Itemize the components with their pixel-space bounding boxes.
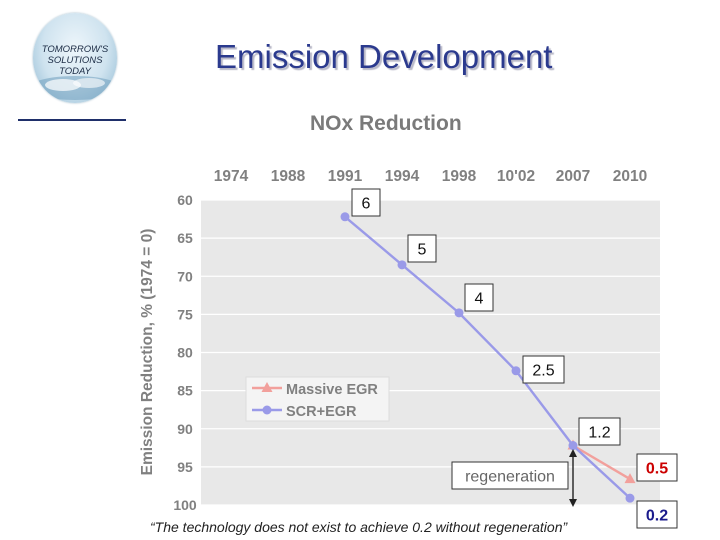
legend-marker-scr-egr <box>262 405 272 415</box>
annotation-label: 6 <box>362 196 371 213</box>
annotation-label: 4 <box>475 291 484 308</box>
y-tick-label: 70 <box>177 268 193 284</box>
annotation-label: 1.2 <box>588 425 610 442</box>
x-tick-label: 1994 <box>385 168 420 185</box>
x-tick-label: 10'02 <box>497 168 535 185</box>
data-point <box>340 212 350 222</box>
logo-line-3: TODAY <box>59 66 91 77</box>
annotation-box <box>351 188 381 217</box>
legend-label-scr-egr: SCR+EGR <box>286 404 357 420</box>
data-point <box>624 473 636 484</box>
legend-box <box>245 376 390 422</box>
chart-title: NOx Reduction <box>310 112 462 135</box>
annotation-box <box>451 461 569 490</box>
company-logo: TOMORROW'S SOLUTIONS TODAY <box>33 13 117 103</box>
legend-label-massive-egr: Massive EGR <box>286 382 378 398</box>
legend-marker-massive-egr <box>261 382 273 392</box>
annotation-label: 0.2 <box>646 508 668 525</box>
annotation-box <box>578 417 621 446</box>
series-line-scr-egr <box>344 215 631 500</box>
y-axis-label: Emission Reduction, % (1974 = 0) <box>139 229 156 476</box>
annotation-label: regeneration <box>465 469 555 486</box>
x-tick-label: 1988 <box>271 168 306 185</box>
y-tick-label: 100 <box>173 497 197 513</box>
y-tick-label: 80 <box>177 345 193 361</box>
annotation-box <box>522 355 565 384</box>
y-tick-label: 95 <box>177 459 193 475</box>
data-point <box>397 260 407 270</box>
title-divider <box>18 119 126 121</box>
data-point <box>625 493 635 503</box>
data-point <box>454 308 464 318</box>
annotation-box <box>636 453 678 482</box>
series-line-massive-egr <box>572 444 631 481</box>
regeneration-arrow-head-down <box>569 499 577 507</box>
annotation-label: 2.5 <box>532 363 554 380</box>
x-tick-label: 1974 <box>214 168 249 185</box>
y-tick-label: 90 <box>177 421 193 437</box>
slide-title: Emission Development <box>215 38 553 75</box>
y-tick-label: 85 <box>177 383 193 399</box>
y-tick-label: 65 <box>177 230 193 246</box>
x-tick-label: 1991 <box>328 168 363 185</box>
annotation-box <box>407 234 437 263</box>
y-tick-label: 75 <box>177 306 193 322</box>
annotation-label: 5 <box>418 242 427 259</box>
x-tick-label: 1998 <box>442 168 477 185</box>
footnote: “The technology does not exist to achiev… <box>150 519 568 535</box>
data-point <box>568 441 578 451</box>
annotation-box <box>464 283 494 312</box>
annotation-label: 0.5 <box>646 461 668 478</box>
logo-line-1: TOMORROW'S <box>41 44 109 55</box>
y-tick-label: 60 <box>177 192 193 208</box>
annotation-box <box>636 500 678 529</box>
logo-line-2: SOLUTIONS <box>47 55 103 66</box>
data-point <box>511 366 521 376</box>
regeneration-arrow-head-up <box>569 449 577 457</box>
x-tick-label: 2007 <box>556 168 590 185</box>
x-tick-label: 2010 <box>613 168 647 185</box>
